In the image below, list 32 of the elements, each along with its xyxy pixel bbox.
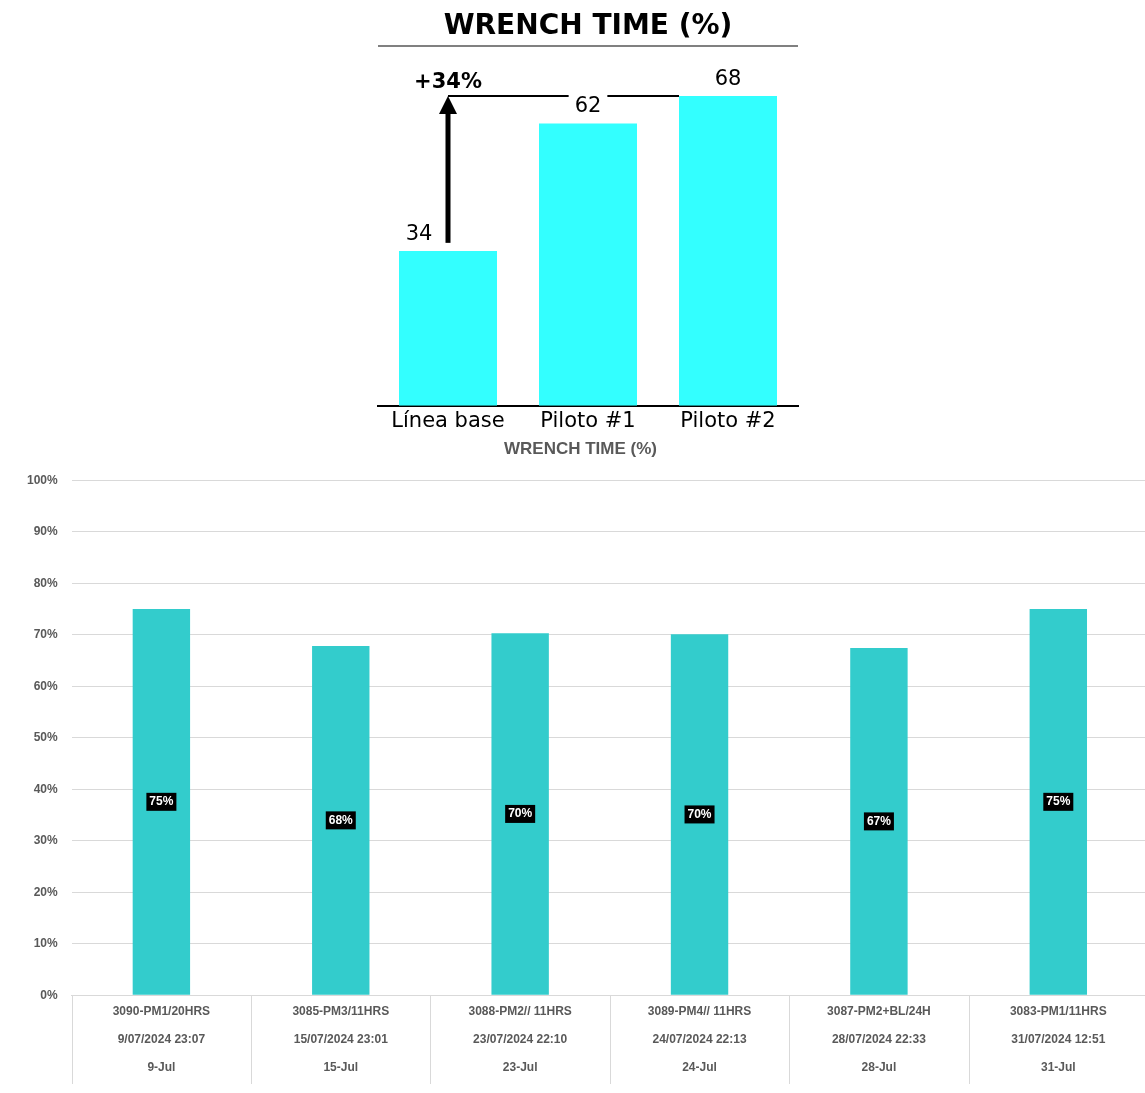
data-label: 67% [866,813,892,828]
chart-title: WRENCH TIME (%) [378,8,798,47]
y-tick-label: 0% [40,987,59,1002]
y-tick-label: 60% [33,678,59,693]
chart-title: WRENCH TIME (%) [503,439,658,459]
x-tick-label: 3083-PM1/11HRS 31/07/2024 12:51 31-Jul [1009,1004,1107,1074]
x-tick-label: Piloto #2 [680,407,776,432]
x-tick-label: Línea base [391,407,505,432]
x-tick-label: 3088-PM2// 11HRS 23/07/2024 22:10 23-Jul [468,1004,572,1074]
data-label: 68 [714,66,742,91]
y-tick-label: 50% [33,730,59,745]
y-tick-label: 30% [33,833,59,848]
y-tick-label: 80% [33,575,59,590]
y-tick-label: 40% [33,781,59,796]
x-tick-label: 3085-PM3/11HRS 15/07/2024 23:01 15-Jul [292,1004,390,1074]
data-label: 70% [687,806,712,821]
y-tick-label: 20% [33,884,59,899]
annotation: +34% [414,69,482,94]
y-tick-label: 100% [26,472,59,487]
data-label: 62 [574,93,602,118]
x-tick-label: Piloto #1 [540,407,636,432]
data-label: 68% [328,812,354,827]
y-tick-label: 90% [33,524,59,539]
data-label: 34 [405,220,433,245]
data-label: 70% [508,806,533,821]
x-tick-label: 3089-PM4// 11HRS 24/07/2024 22:13 24-Jul [647,1004,752,1074]
x-tick-label: 3087-PM2+BL/24H 28/07/2024 22:33 28-Jul [827,1004,931,1074]
x-tick-label: 3090-PM1/20HRS 9/07/2024 23:07 9-Jul [112,1004,211,1074]
y-tick-label: 70% [33,627,59,642]
data-label: 75% [1046,794,1071,809]
y-tick-label: 10% [33,936,59,951]
data-label: 75% [149,794,174,809]
